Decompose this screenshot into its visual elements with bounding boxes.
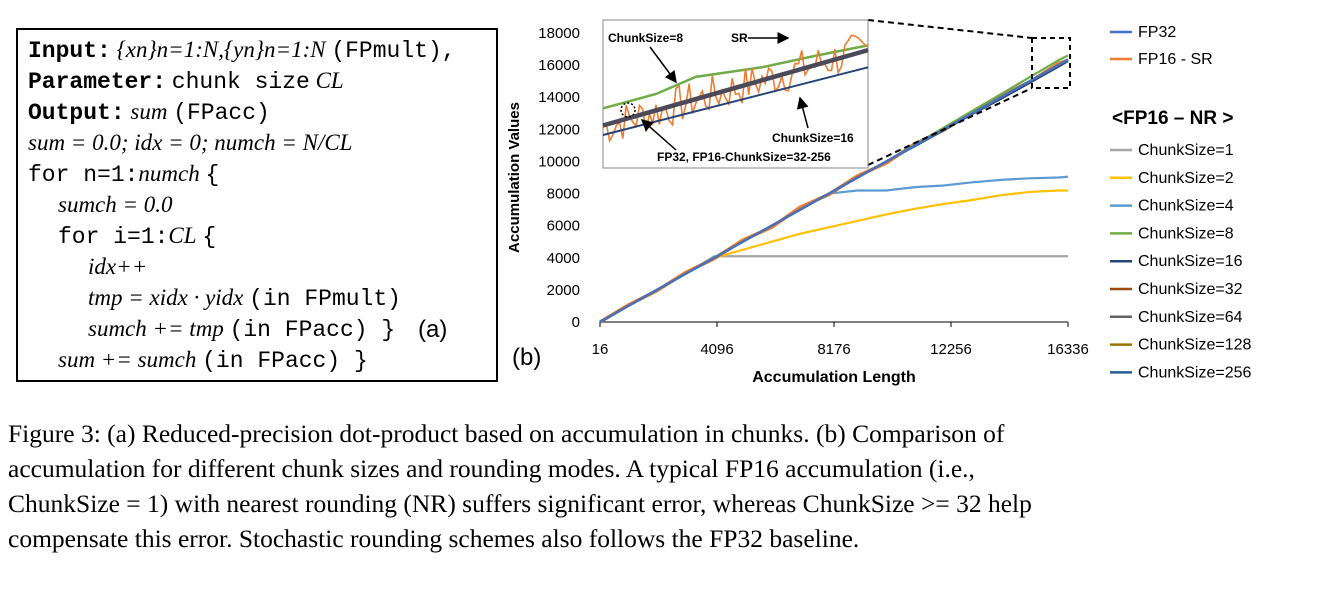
- chunk-accumulate-expr: sumch += tmp: [88, 316, 224, 341]
- arrow-fp32: [640, 119, 677, 151]
- inset-annotation-fp32: FP32, FP16-ChunkSize=32-256: [657, 150, 831, 164]
- legend-label: FP16 - SR: [1138, 51, 1213, 68]
- algo-line-parameter: Parameter: chunk size CL: [28, 67, 344, 96]
- sum-accumulate-note: (in FPacc) }: [202, 348, 368, 374]
- outer-loop-var: numch: [138, 161, 200, 186]
- algo-line-outer-loop: for n=1:numch {: [28, 160, 219, 189]
- outer-loop-brace: {: [205, 162, 220, 188]
- series-line: [599, 58, 1069, 323]
- x-tick-label: 16: [592, 341, 609, 358]
- legend-label: ChunkSize=16: [1138, 253, 1243, 270]
- algo-line-output: Output: sum (FPacc): [28, 98, 270, 127]
- chunk-accumulate-note: (in FPacc) }: [229, 317, 396, 343]
- legend-label: ChunkSize=1: [1138, 142, 1234, 159]
- inner-loop-var: CL: [168, 223, 197, 248]
- outer-loop-keyword: for n=1:: [28, 162, 139, 188]
- inset-annotation-chunk16: ChunkSize=16: [772, 131, 854, 145]
- algo-line-sum-accumulate: sum += sumch (in FPacc) }: [58, 346, 368, 375]
- legend-label: ChunkSize=32: [1138, 281, 1243, 298]
- parameter-var: CL: [315, 68, 344, 93]
- parameter-keyword: Parameter:: [28, 69, 167, 95]
- arrow-chunk8: [649, 46, 677, 84]
- y-tick-label: 10000: [538, 153, 580, 170]
- inset-line-fp32: [602, 47, 869, 128]
- input-note: (FPmult),: [331, 38, 456, 64]
- algo-line-inner-loop: for i=1:CL {: [58, 222, 216, 251]
- sum-accumulate-expr: sum += sumch: [58, 347, 197, 372]
- zoom-leader-top: [867, 19, 1033, 39]
- y-tick-label: 6000: [547, 218, 580, 235]
- algo-line-chunk-accumulate: sumch += tmp (in FPacc) }: [88, 315, 395, 344]
- parameter-text: chunk size: [171, 69, 310, 95]
- output-keyword: Output:: [28, 100, 125, 126]
- input-expression: {xn}n=1:N,{yn}n=1:N: [116, 37, 326, 62]
- y-tick-label: 2000: [547, 282, 580, 299]
- legend-label: ChunkSize=128: [1138, 337, 1252, 354]
- zoom-region-box: [1031, 37, 1071, 89]
- y-tick-label: 8000: [547, 186, 580, 203]
- arrow-chunk16: [796, 96, 809, 129]
- legend-label: FP32: [1138, 24, 1176, 41]
- panel-label-a: (a): [418, 316, 448, 343]
- legend-label: ChunkSize=8: [1138, 225, 1234, 242]
- caption-line-2: accumulation for different chunk sizes a…: [8, 454, 975, 483]
- multiply-note: (in FPmult): [249, 286, 401, 312]
- inner-loop-keyword: for i=1:: [58, 224, 169, 250]
- x-tick-label: 4096: [700, 341, 733, 358]
- x-axis-title: Accumulation Length: [752, 369, 916, 386]
- y-tick-label: 12000: [538, 121, 580, 138]
- legend-label: ChunkSize=4: [1138, 198, 1234, 215]
- algo-line-input: Input: {xn}n=1:N,{yn}n=1:N (FPmult),: [28, 36, 456, 65]
- legend-label: ChunkSize=256: [1138, 364, 1252, 381]
- algo-line-multiply: tmp = xidx · yidx (in FPmult): [88, 284, 401, 313]
- algo-line-chunk-init: sumch = 0.0: [58, 192, 173, 217]
- y-tick-label: 18000: [538, 25, 580, 42]
- legend-label: ChunkSize=64: [1138, 309, 1243, 326]
- inset-line-chunk8: [602, 44, 869, 110]
- legend-group-title: <FP16 – NR >: [1112, 108, 1233, 129]
- series-line: [599, 255, 1068, 323]
- x-tick-label: 8176: [817, 341, 850, 358]
- legend-label: ChunkSize=2: [1138, 170, 1234, 187]
- x-tick-label: 12256: [930, 341, 972, 358]
- output-note: (FPacc): [173, 100, 270, 126]
- algo-line-init: sum = 0.0; idx = 0; numch = N/CL: [28, 130, 353, 155]
- y-axis-title: Accumulation Values: [506, 102, 523, 253]
- figure-caption: Figure 3: (a) Reduced-precision dot-prod…: [8, 416, 1308, 556]
- panel-label-b: (b): [512, 344, 542, 371]
- inner-loop-brace: {: [202, 224, 217, 250]
- caption-line-3: ChunkSize = 1) with nearest rounding (NR…: [8, 489, 1032, 518]
- series-line: [599, 175, 1069, 323]
- accumulation-chart: 16 4096 8176 12256 16336 0 2000 4000 6000 8000 100…: [506, 19, 1252, 386]
- y-tick-label: 16000: [538, 57, 580, 74]
- y-tick-label: 14000: [538, 89, 580, 106]
- input-keyword: Input:: [28, 38, 111, 64]
- y-tick-label: 0: [572, 314, 580, 331]
- inset-annotation-sr: SR: [731, 31, 748, 45]
- multiply-expr: tmp = xidx · yidx: [88, 285, 244, 310]
- algo-line-increment: idx++: [88, 254, 148, 279]
- inset-annotation-chunk8: ChunkSize=8: [608, 31, 683, 45]
- zoom-leader-bottom: [867, 87, 1033, 166]
- x-tick-label: 16336: [1047, 341, 1089, 358]
- caption-line-1: Figure 3: (a) Reduced-precision dot-prod…: [8, 419, 1005, 448]
- algorithm-box: Input: {xn}n=1:N,{yn}n=1:N (FPmult), Par…: [16, 28, 498, 382]
- caption-line-4: compensate this error. Stochastic roundi…: [8, 524, 860, 553]
- inset-dotted-circle: [620, 102, 636, 118]
- y-tick-label: 4000: [547, 250, 580, 267]
- output-var: sum: [130, 99, 168, 124]
